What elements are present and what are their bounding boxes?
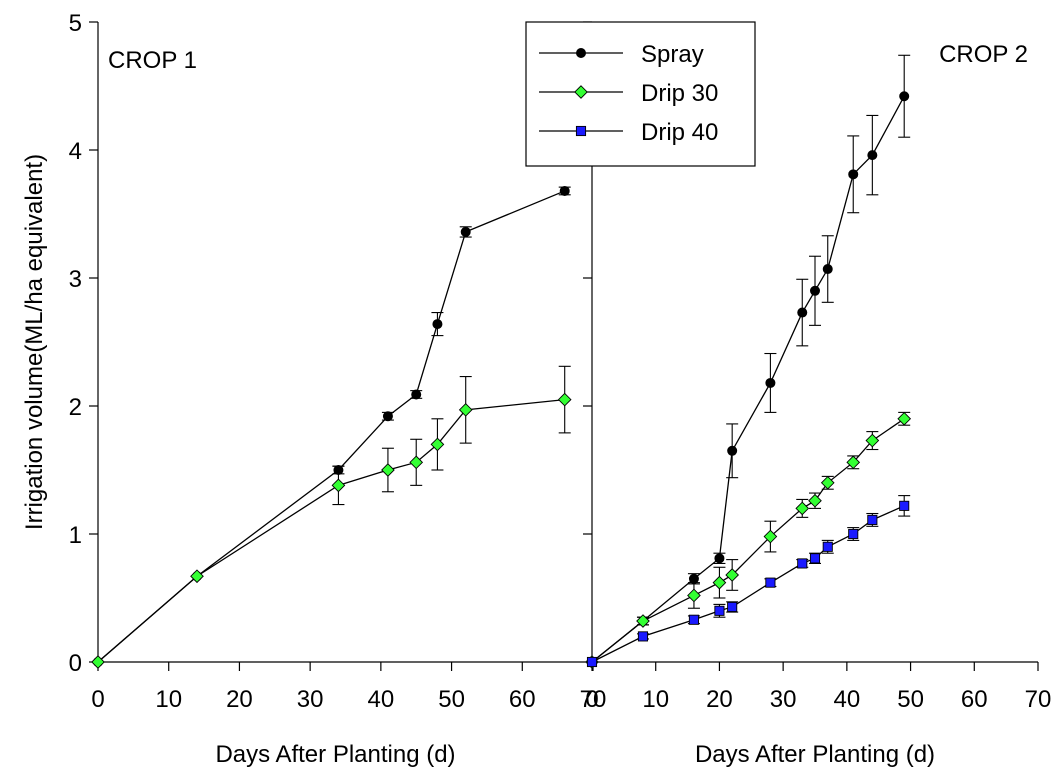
x-tick-label: 40 — [368, 686, 395, 713]
series-spray — [93, 185, 571, 668]
x-tick-label: 70 — [1025, 686, 1052, 713]
data-point — [763, 529, 778, 544]
data-point — [712, 575, 727, 590]
series-line — [591, 95, 905, 663]
panel-label: CROP 1 — [108, 47, 197, 74]
x-tick-label: 10 — [155, 686, 182, 713]
legend-label: Spray — [641, 41, 704, 68]
x-tick-label: 50 — [897, 686, 924, 713]
data-point — [725, 568, 740, 582]
series-drip-40 — [586, 495, 911, 668]
data-point — [460, 226, 471, 237]
x-tick-label: 60 — [961, 686, 988, 713]
data-point — [91, 655, 105, 669]
data-point — [899, 500, 910, 511]
data-point — [810, 285, 821, 296]
data-point — [458, 403, 473, 417]
legend-box — [525, 21, 756, 167]
series-line — [97, 190, 565, 663]
data-point — [688, 614, 699, 625]
data-point — [382, 411, 393, 422]
series-drip-30 — [91, 365, 572, 669]
data-point — [867, 514, 878, 525]
data-point — [899, 91, 910, 102]
data-point — [688, 573, 699, 584]
data-point — [432, 319, 443, 330]
legend-marker — [576, 48, 587, 59]
data-point — [381, 463, 395, 477]
x-tick-label: 30 — [297, 686, 324, 713]
data-point — [190, 569, 204, 584]
legend: Spray Drip 30 Drip 40 — [525, 21, 756, 167]
x-tick-label: 70 — [580, 686, 607, 713]
legend-marker — [574, 85, 588, 99]
x-axis-title: Days After Planting (d) — [215, 741, 455, 768]
data-point — [409, 455, 424, 470]
data-point — [411, 389, 422, 400]
x-tick-label: 60 — [509, 686, 536, 713]
data-point — [586, 656, 598, 668]
data-point — [557, 392, 572, 407]
data-point — [714, 553, 725, 564]
data-point — [797, 307, 808, 318]
data-point — [727, 445, 738, 456]
data-point — [822, 541, 833, 552]
data-point — [687, 588, 701, 603]
y-tick-label: 0 — [69, 650, 82, 677]
data-point — [897, 411, 912, 426]
data-point — [765, 377, 776, 388]
data-point — [797, 558, 808, 569]
y-tick-label: 3 — [69, 266, 82, 293]
y-tick-label: 5 — [69, 10, 82, 37]
data-point — [809, 553, 821, 564]
x-tick-label: 0 — [91, 686, 104, 713]
data-point — [848, 169, 859, 180]
panel-2: 0 10 20 30 40 50 60 70 Days After Planting (d) CR… — [583, 21, 1052, 768]
x-tick-label: 20 — [706, 686, 733, 713]
data-point — [867, 150, 878, 161]
x-tick-label: 10 — [642, 686, 669, 713]
data-point — [822, 264, 833, 275]
data-point — [727, 601, 738, 613]
data-point — [795, 501, 810, 516]
data-point — [637, 631, 649, 642]
series-drip-30 — [585, 411, 912, 669]
data-point — [559, 185, 570, 196]
y-tick-label: 4 — [69, 138, 82, 165]
panel-1: 0 10 20 30 40 50 60 70 Days After Planting (d) CR… — [91, 47, 606, 768]
data-point — [331, 478, 346, 493]
data-point — [714, 605, 725, 616]
legend-label: Drip 30 — [641, 80, 718, 107]
x-axis-title: Days After Planting (d) — [695, 741, 935, 768]
data-point — [636, 614, 650, 628]
data-point — [846, 455, 861, 470]
x-tick-label: 50 — [438, 686, 465, 713]
data-point — [848, 528, 859, 540]
data-point — [820, 475, 835, 490]
x-tick-label: 30 — [770, 686, 797, 713]
data-point — [808, 493, 822, 508]
x-tick-label: 40 — [834, 686, 861, 713]
y-axis-title: Irrigation volume(ML/ha equivalent) — [21, 154, 48, 530]
series-line — [97, 398, 565, 663]
data-point — [765, 577, 776, 588]
panel-label: CROP 2 — [939, 41, 1028, 68]
y-tick-label: 2 — [69, 394, 82, 421]
y-tick-label: 1 — [69, 522, 82, 549]
data-point — [865, 433, 880, 448]
legend-label: Drip 40 — [641, 119, 718, 146]
y-axis: 0 1 2 3 4 5 Irrigation volume(ML/ha equivalent… — [21, 10, 99, 677]
data-point — [430, 437, 445, 452]
x-tick-label: 0 — [585, 686, 598, 713]
legend-marker — [575, 125, 587, 137]
x-tick-label: 20 — [226, 686, 253, 713]
